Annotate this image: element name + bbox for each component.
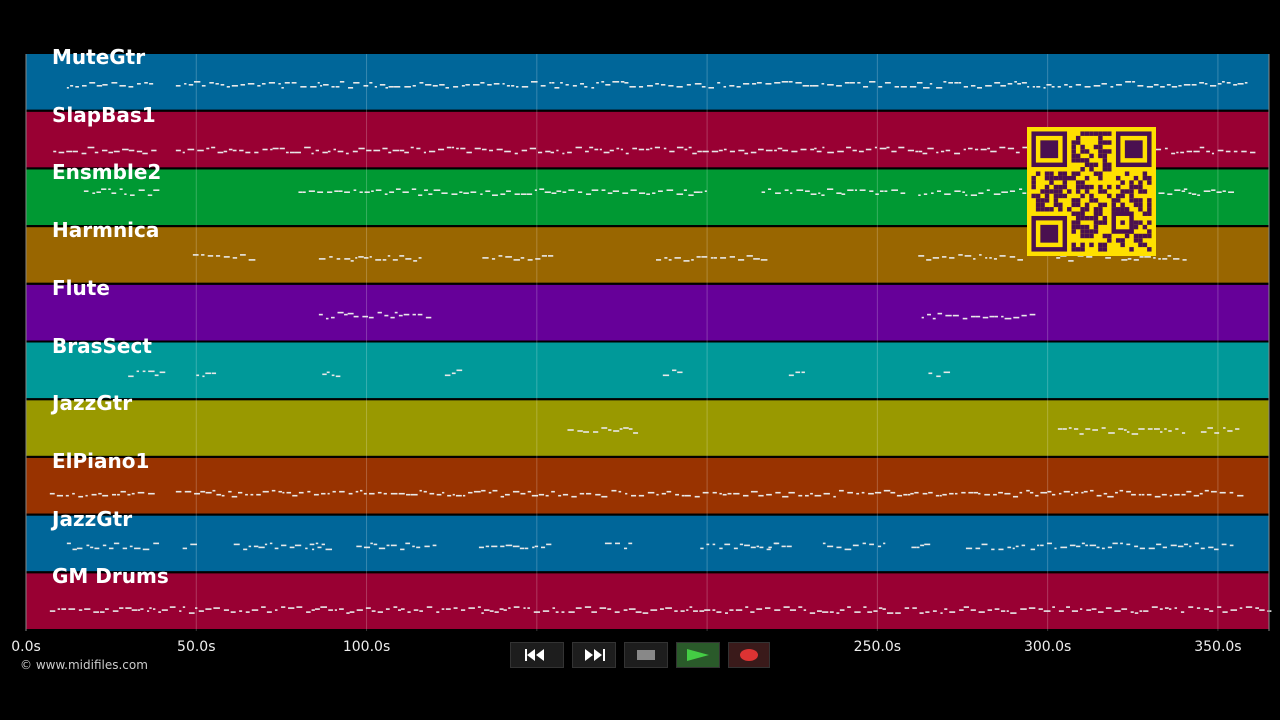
track-label: Ensmble2	[52, 160, 162, 185]
fast-forward-button[interactable]	[572, 642, 616, 668]
track-notes	[49, 489, 1244, 498]
track-notes	[66, 542, 1234, 551]
track-notes	[66, 81, 1248, 89]
time-tick-label: 250.0s	[853, 639, 902, 655]
track-lane	[26, 400, 1269, 456]
track-notes	[192, 254, 1187, 262]
track-label: GM Drums	[52, 564, 169, 589]
rewind-button[interactable]	[510, 642, 564, 668]
copyright-text: © www.midifiles.com	[20, 658, 148, 672]
track-lane	[26, 342, 1269, 399]
track-label: JazzGtr	[52, 391, 133, 416]
stop-button[interactable]	[624, 642, 668, 668]
track-label: SlapBas1	[52, 102, 156, 127]
track-label: ElPiano1	[52, 448, 150, 473]
track-notes	[567, 427, 1240, 435]
track-label: MuteGtr	[52, 45, 146, 69]
piano-roll	[25, 52, 1272, 631]
play-icon	[687, 649, 709, 661]
fast-forward-icon	[585, 649, 605, 661]
record-icon	[740, 649, 758, 661]
play-button[interactable]	[676, 642, 720, 668]
time-tick-label: 50.0s	[177, 639, 216, 655]
rewind-icon	[525, 649, 544, 661]
time-tick-label: 300.0s	[1023, 639, 1072, 655]
track-lane	[26, 515, 1269, 572]
track-label: JazzGtr	[52, 506, 133, 531]
record-button[interactable]	[728, 642, 770, 668]
time-tick-label: 0.0s	[11, 639, 41, 655]
track-notes	[53, 146, 1256, 155]
track-label: Harmnica	[52, 218, 160, 243]
track-notes	[49, 606, 1272, 614]
time-tick-label: 100.0s	[342, 639, 391, 655]
stop-icon	[637, 650, 655, 660]
track-lane	[26, 573, 1269, 629]
qr-code-icon	[1027, 127, 1156, 256]
transport-bar	[510, 642, 770, 668]
track-lane	[26, 457, 1269, 514]
track-notes	[318, 311, 1036, 320]
track-label: Flute	[52, 275, 110, 300]
track-label: BrasSect	[52, 333, 152, 358]
track-lane	[26, 284, 1269, 341]
time-tick-label: 350.0s	[1194, 639, 1242, 655]
track-lane	[26, 54, 1269, 110]
track-notes	[83, 188, 1234, 196]
track-notes	[128, 369, 951, 378]
